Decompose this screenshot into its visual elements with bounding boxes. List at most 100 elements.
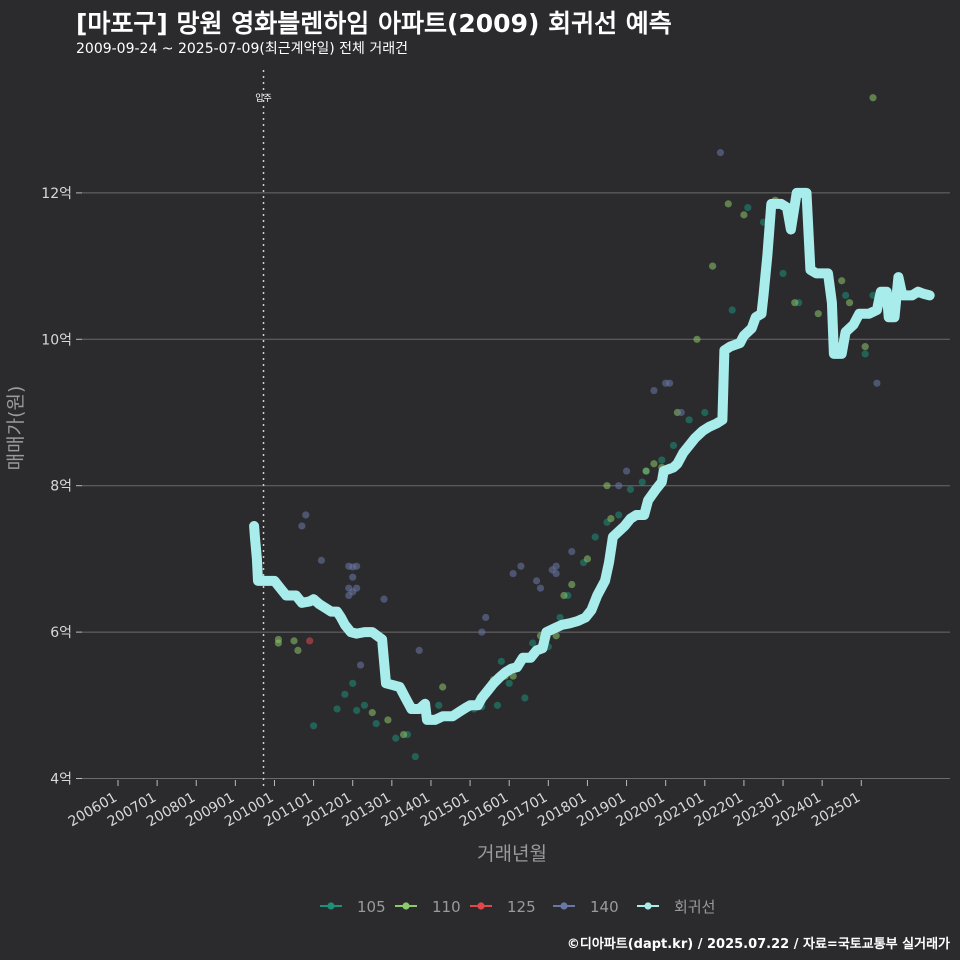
points-layer bbox=[274, 94, 881, 761]
data-point-140 bbox=[478, 628, 486, 636]
grid-layer bbox=[82, 192, 950, 779]
legend-swatch-dot bbox=[402, 902, 410, 910]
data-point-140 bbox=[356, 661, 365, 669]
data-point-105 bbox=[591, 533, 599, 541]
legend-swatch-dot bbox=[327, 902, 335, 910]
data-point-140 bbox=[665, 379, 674, 387]
legend-swatch-dot bbox=[477, 902, 485, 910]
data-point-110 bbox=[724, 200, 732, 208]
data-point-105 bbox=[310, 722, 318, 730]
data-point-105 bbox=[341, 690, 349, 698]
y-tick-label: 4억 bbox=[50, 772, 72, 788]
legend-label: 110 bbox=[432, 898, 461, 916]
data-point-105 bbox=[349, 679, 357, 687]
data-point-105 bbox=[728, 306, 736, 314]
data-point-105 bbox=[392, 734, 400, 742]
data-point-140 bbox=[716, 149, 725, 157]
data-point-140 bbox=[380, 595, 388, 603]
y-axis-ticks: 4억 6억 8억 10억 12억 bbox=[41, 186, 82, 788]
data-point-105 bbox=[744, 203, 752, 212]
data-point-140 bbox=[482, 613, 490, 622]
data-point-110 bbox=[861, 343, 869, 351]
y-tick-label: 8억 bbox=[50, 479, 72, 495]
x-axis-title: 거래년월 bbox=[477, 843, 547, 865]
data-point-105 bbox=[615, 511, 623, 519]
data-point-125 bbox=[306, 637, 314, 645]
data-point-105 bbox=[353, 706, 361, 715]
data-point-105 bbox=[658, 456, 666, 464]
data-point-110 bbox=[869, 94, 877, 102]
data-point-110 bbox=[294, 646, 302, 655]
data-point-140 bbox=[552, 562, 560, 570]
data-point-110 bbox=[552, 632, 560, 640]
chart-subtitle: 2009-09-24 ~ 2025-07-09(최근계약일) 전체 거래건 bbox=[76, 41, 408, 57]
data-point-105 bbox=[493, 701, 502, 709]
legend-swatch-dot bbox=[560, 902, 568, 910]
data-point-140 bbox=[349, 573, 357, 581]
legend: 105 110 125 140 회귀선 bbox=[320, 898, 715, 916]
data-point-110 bbox=[439, 683, 447, 691]
data-point-140 bbox=[349, 588, 357, 596]
data-point-140 bbox=[568, 547, 576, 556]
data-point-105 bbox=[360, 701, 369, 709]
data-point-110 bbox=[709, 262, 717, 270]
data-point-105 bbox=[556, 613, 564, 622]
legend-label: 105 bbox=[357, 898, 386, 916]
data-point-140 bbox=[302, 511, 310, 519]
y-tick-label: 6억 bbox=[50, 625, 72, 641]
regression-layer bbox=[249, 187, 935, 725]
data-point-105 bbox=[638, 478, 646, 486]
data-point-110 bbox=[399, 730, 408, 739]
regression-line bbox=[249, 187, 935, 725]
legend-swatch-dot bbox=[644, 902, 652, 910]
source-credit: ©디아파트(dapt.kr) / 2025.07.22 / 자료=국토교통부 실… bbox=[566, 937, 950, 952]
data-point-110 bbox=[814, 310, 822, 318]
data-point-140 bbox=[552, 569, 560, 578]
data-point-140 bbox=[622, 467, 631, 475]
annotation-label: 입주 bbox=[255, 92, 272, 104]
data-point-105 bbox=[626, 485, 635, 493]
data-point-110 bbox=[603, 482, 611, 490]
data-point-140 bbox=[873, 379, 881, 387]
data-point-110 bbox=[560, 591, 568, 600]
y-tick-label: 10억 bbox=[41, 332, 72, 348]
data-point-110 bbox=[642, 467, 650, 475]
data-point-105 bbox=[372, 720, 380, 728]
data-point-105 bbox=[521, 694, 529, 702]
data-point-105 bbox=[529, 639, 537, 647]
data-point-110 bbox=[568, 580, 576, 589]
data-point-110 bbox=[368, 709, 376, 717]
data-point-110 bbox=[290, 637, 298, 645]
data-point-140 bbox=[415, 646, 423, 655]
data-point-105 bbox=[435, 701, 443, 709]
data-point-140 bbox=[509, 569, 517, 578]
data-point-110 bbox=[650, 460, 658, 468]
data-point-110 bbox=[583, 555, 592, 563]
data-point-140 bbox=[298, 522, 306, 530]
data-point-140 bbox=[532, 577, 541, 585]
data-point-105 bbox=[701, 408, 709, 417]
data-point-140 bbox=[353, 562, 361, 570]
legend-label: 140 bbox=[590, 898, 619, 916]
data-point-140 bbox=[615, 482, 623, 490]
annotation-layer: 입주 bbox=[255, 70, 272, 790]
data-point-105 bbox=[497, 657, 505, 665]
y-axis-title: 매매가(원) bbox=[5, 386, 27, 471]
data-point-105 bbox=[779, 269, 787, 278]
data-point-105 bbox=[333, 705, 341, 713]
data-point-140 bbox=[317, 556, 326, 564]
data-point-105 bbox=[411, 752, 419, 761]
y-tick-label: 12억 bbox=[41, 186, 72, 202]
legend-label: 125 bbox=[507, 898, 536, 916]
data-point-110 bbox=[845, 299, 854, 307]
data-point-110 bbox=[384, 716, 392, 724]
chart-title: [마포구] 망원 영화블렌하임 아파트(2009) 회귀선 예측 bbox=[76, 9, 672, 38]
data-point-110 bbox=[791, 299, 799, 307]
data-point-140 bbox=[650, 386, 658, 395]
legend-label: 회귀선 bbox=[674, 898, 715, 916]
data-point-140 bbox=[536, 584, 545, 592]
data-point-105 bbox=[505, 679, 513, 687]
data-point-110 bbox=[740, 211, 748, 219]
data-point-140 bbox=[517, 562, 525, 570]
